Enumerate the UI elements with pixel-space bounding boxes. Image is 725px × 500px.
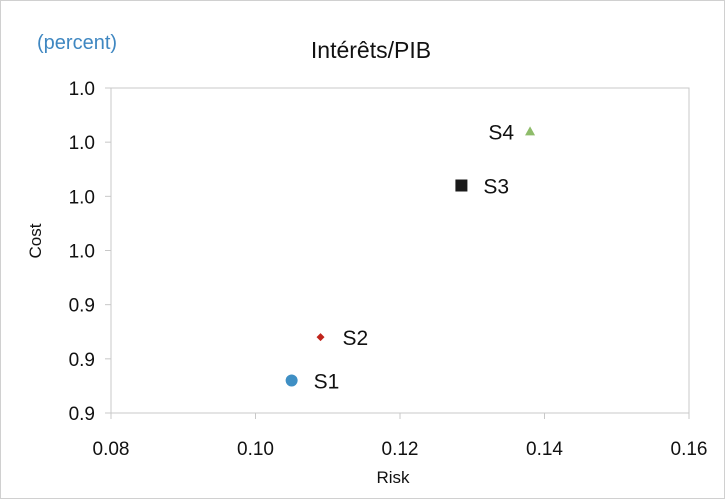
point-marker-s2 (316, 333, 325, 342)
plot-area (110, 87, 690, 414)
x-tick-label: 0.10 (237, 439, 274, 460)
point-label-s4: S4 (488, 121, 514, 144)
point-label-s3: S3 (483, 176, 509, 199)
chart-title: Intérêts/PIB (311, 37, 431, 63)
x-tick-label: 0.12 (382, 439, 419, 460)
point-marker-s4 (525, 126, 536, 136)
x-axis-label: Risk (376, 468, 410, 487)
point-marker-s3 (455, 179, 468, 192)
y-tick-label: 0.9 (69, 296, 95, 317)
point-label-s1: S1 (314, 371, 340, 394)
y-tick-label: 0.9 (69, 350, 95, 371)
y-tick-label: 1.0 (69, 79, 95, 100)
unit-label: (percent) (37, 32, 117, 54)
y-axis-ticks: 1.0 1.0 1.0 1.0 0.9 0.9 0.9 (69, 79, 111, 425)
point-label-s2: S2 (343, 327, 369, 350)
y-tick-label: 1.0 (69, 133, 95, 154)
x-tick-label: 0.14 (526, 439, 563, 460)
y-tick-label: 1.0 (69, 242, 95, 263)
x-tick-label: 0.08 (93, 439, 130, 460)
point-marker-s1 (285, 374, 298, 387)
x-axis-ticks: 0.08 0.10 0.12 0.14 0.16 (93, 413, 708, 460)
y-tick-label: 1.0 (69, 187, 95, 208)
y-tick-label: 0.9 (69, 404, 95, 425)
x-tick-label: 0.16 (671, 439, 708, 460)
y-axis-label: Cost (26, 223, 45, 258)
